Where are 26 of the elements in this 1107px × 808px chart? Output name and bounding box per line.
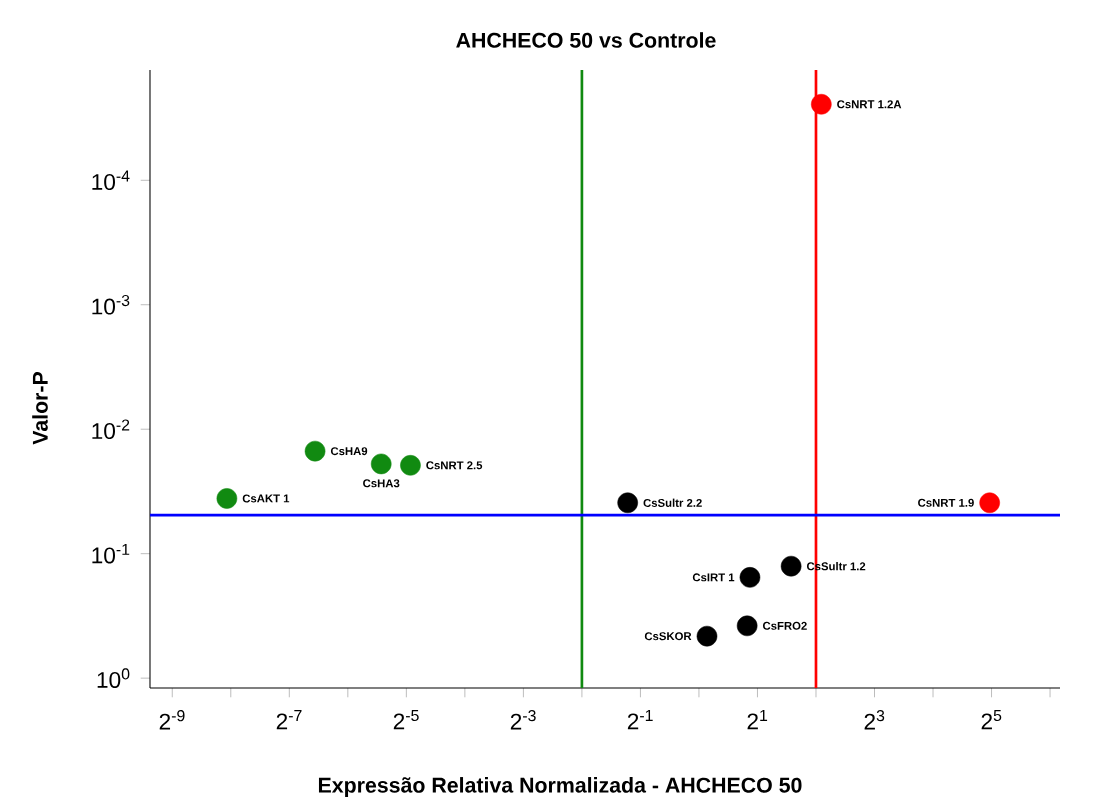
x-tick-label: 2$^{-9}$: [159, 710, 185, 730]
x-tick-label: 2$^{5}$: [981, 710, 1002, 730]
annotation: CsSKOR: [644, 632, 692, 641]
y-tick-label: 10$^{0}$: [97, 668, 130, 688]
y-tick-label: 10$^{-1}$: [92, 543, 130, 564]
x-tick-label: 2$^{3}$: [864, 710, 885, 730]
x-tick-label: 2$^{-5}$: [393, 710, 419, 730]
annotation: CsNRT 1.2A: [837, 100, 902, 109]
annotation: CsHA9: [330, 447, 368, 456]
y-tick-label: 10$^{-3}$: [92, 294, 130, 315]
chart-title: AHCHECO 50 vs Controle: [456, 32, 716, 48]
annotation: CsIRT 1: [692, 573, 735, 582]
x-tick-label: 2$^{-7}$: [276, 710, 302, 730]
annotation: CsSultr 2.2: [643, 498, 702, 507]
y-axis-title: Valor-P: [32, 371, 48, 445]
annotation: CsAKT 1: [242, 494, 290, 503]
annotation: CsNRT 1.9: [918, 498, 974, 507]
y-tick-label: 10$^{-2}$: [92, 419, 130, 440]
annotation: CsNRT 2.5: [426, 461, 483, 470]
annotation: CsHA3: [363, 479, 400, 488]
x-tick-label: 2$^{-3}$: [510, 710, 536, 730]
x-axis-title: Expressão Relativa Normalizada - AHCHECO 50: [318, 777, 802, 797]
x-tick-label: 2$^{1}$: [747, 710, 768, 730]
x-tick-label: 2$^{-1}$: [627, 710, 653, 730]
y-tick-label: 10$^{-4}$: [92, 170, 130, 191]
annotation: CsFRO2: [762, 621, 807, 630]
